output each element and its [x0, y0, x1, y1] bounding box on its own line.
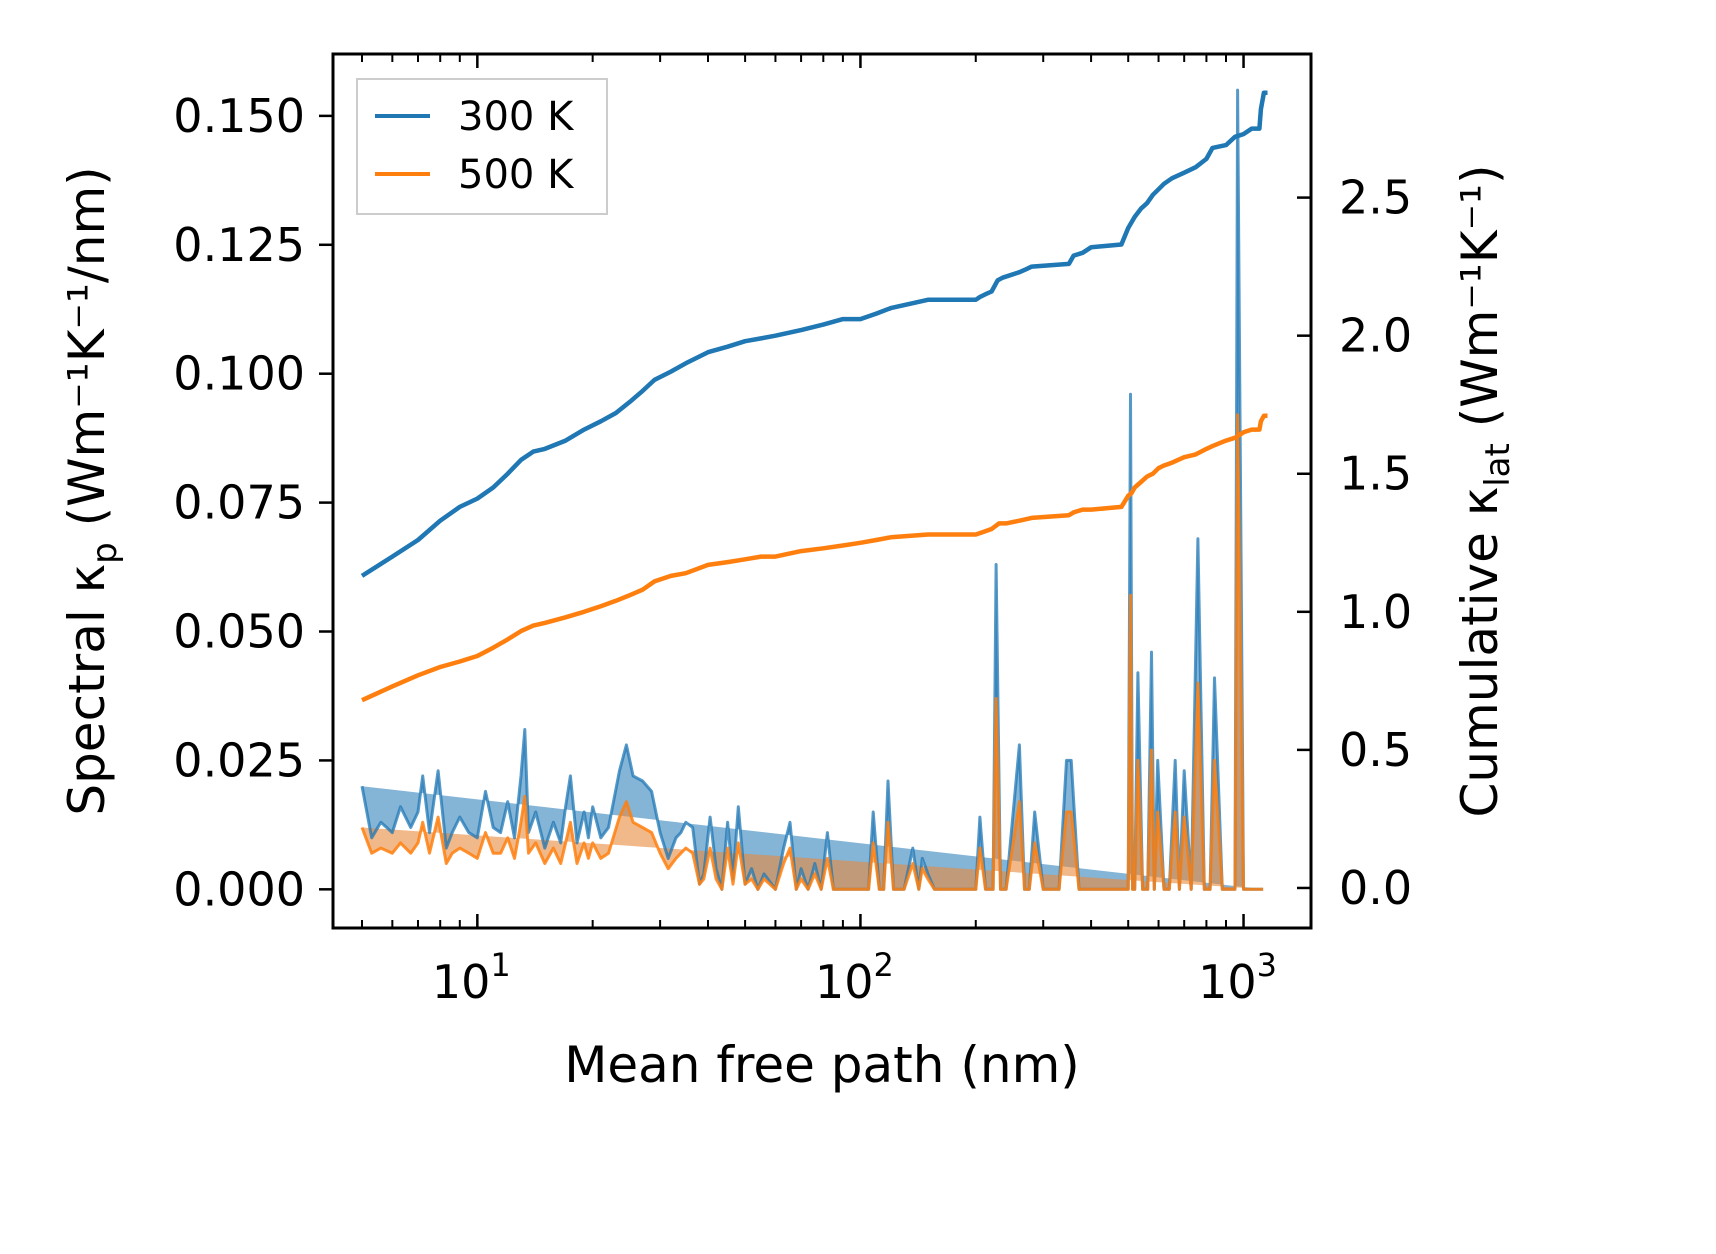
y-right-tick-label: 0.0 [1339, 861, 1412, 915]
y-right-axis-label: Cumulative κlat (Wm⁻¹K⁻¹) [1451, 164, 1518, 817]
x-tick-label: 101 [432, 946, 511, 1009]
y-right-tick-label: 0.5 [1339, 723, 1412, 777]
x-tick-base: 10 [1198, 955, 1257, 1009]
y-right-label-unit: (Wm⁻¹K⁻¹) [1451, 164, 1509, 443]
y-left-label-main: Spectral κ [58, 564, 116, 816]
y-right-label-sub: lat [1478, 443, 1518, 487]
y-left-tick-label: 0.000 [173, 862, 305, 916]
x-tick-exponent: 1 [490, 946, 510, 984]
y-left-tick-label: 0.075 [173, 476, 305, 530]
plot-frame [331, 52, 1313, 930]
legend-label-300k: 300 K [458, 94, 575, 140]
y-left-tick-label: 0.100 [173, 347, 305, 401]
x-axis-label: Mean free path (nm) [564, 1036, 1080, 1094]
y-right-tick-label: 2.0 [1339, 309, 1412, 363]
axis-tick-labels: 101 102 1030.0000.0250.0500.0750.1000.1250… [173, 89, 1412, 1009]
cumulative-line-500k [361, 413, 1268, 703]
y-left-axis-label: Spectral κp (Wm⁻¹K⁻¹/nm) [58, 166, 125, 815]
y-right-tick-label: 1.0 [1339, 585, 1412, 639]
x-tick-base: 10 [815, 955, 874, 1009]
legend-label-500k: 500 K [458, 152, 575, 198]
x-tick-label: 103 [1198, 946, 1277, 1009]
spectral-lines [360, 88, 1264, 891]
y-left-label-sub: p [85, 542, 125, 564]
x-tick-exponent: 2 [874, 946, 894, 984]
cumulative-line-300k [360, 90, 1268, 578]
x-tick-label: 102 [815, 946, 894, 1009]
y-left-tick-label: 0.125 [173, 218, 305, 272]
axis-ticks [319, 54, 1311, 928]
y-left-tick-label: 0.025 [173, 733, 305, 787]
y-right-tick-label: 2.5 [1339, 171, 1412, 225]
y-right-tick-label: 1.5 [1339, 447, 1412, 501]
y-right-label-main: Cumulative κ [1451, 487, 1509, 818]
x-tick-exponent: 3 [1257, 946, 1277, 984]
cumulative-lines [360, 90, 1268, 703]
y-left-tick-label: 0.150 [173, 89, 305, 143]
legend-box [356, 78, 608, 215]
spectral-line-500k [360, 413, 1264, 891]
y-left-tick-label: 0.050 [173, 605, 305, 659]
x-tick-base: 10 [432, 955, 491, 1009]
y-left-label-unit: (Wm⁻¹K⁻¹/nm) [58, 166, 116, 542]
legend: 300 K 500 K [356, 78, 608, 215]
